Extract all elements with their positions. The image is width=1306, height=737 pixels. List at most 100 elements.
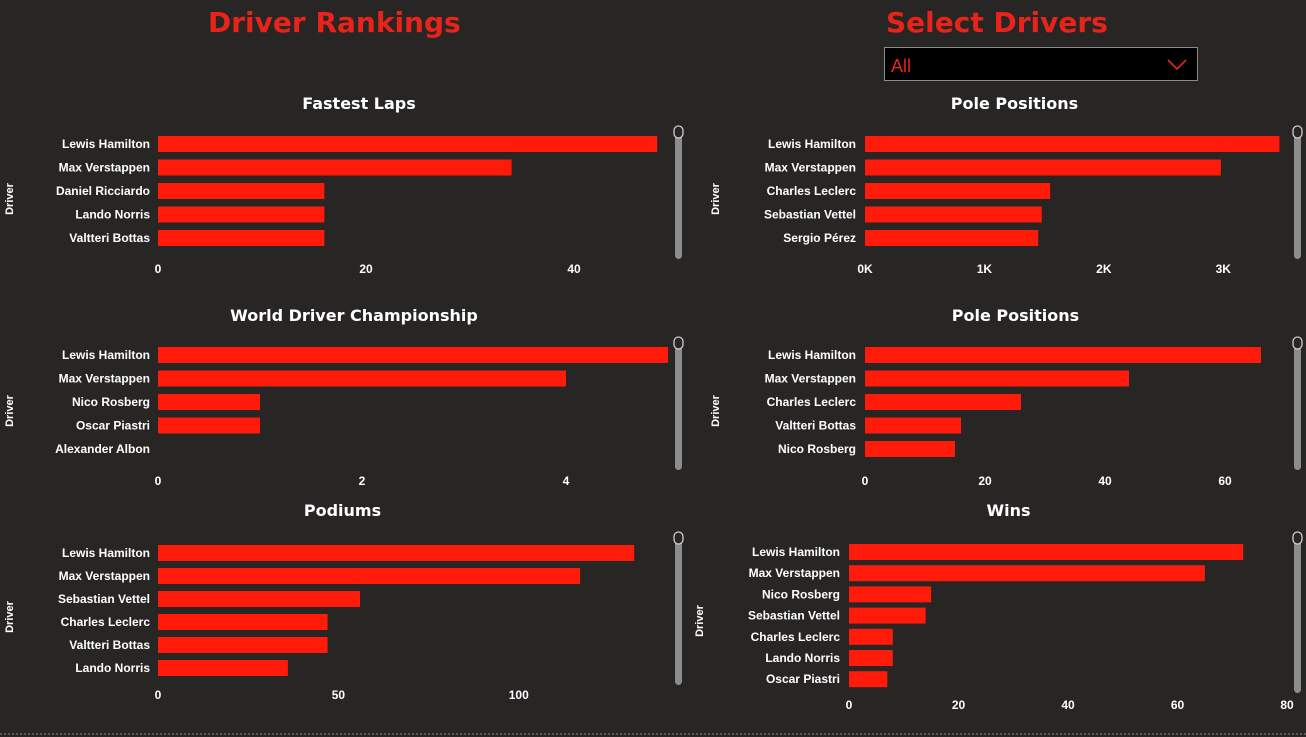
bar[interactable] bbox=[849, 586, 932, 603]
category-label: Charles Leclerc bbox=[767, 395, 857, 409]
bar[interactable] bbox=[158, 370, 566, 387]
bar[interactable] bbox=[158, 591, 361, 607]
scrollbar-handle[interactable] bbox=[1292, 336, 1303, 350]
chart-title: Podiums bbox=[303, 501, 382, 520]
x-tick-label: 0K bbox=[857, 262, 873, 276]
chart-svg: Lewis Hamilton Max Verstappen Charles Lecl… bbox=[764, 125, 1303, 276]
bar[interactable] bbox=[865, 183, 1051, 199]
category-label: Valtteri Bottas bbox=[775, 419, 856, 433]
bar[interactable] bbox=[158, 637, 328, 653]
pole-positions-chart-2: Lewis Hamilton Max Verstappen Charles Lecl… bbox=[710, 306, 1303, 488]
x-tick-label: 2K bbox=[1096, 262, 1112, 276]
category-label: Sebastian Vettel bbox=[764, 208, 856, 222]
bar[interactable] bbox=[158, 660, 288, 676]
bar[interactable] bbox=[158, 394, 260, 410]
x-tick-label: 100 bbox=[509, 688, 529, 702]
bar[interactable] bbox=[865, 394, 1021, 410]
chevron-down-icon[interactable] bbox=[1167, 58, 1187, 76]
bar[interactable] bbox=[849, 671, 888, 688]
bar[interactable] bbox=[158, 614, 328, 630]
chart-svg: Lewis Hamilton Max Verstappen Nico Rosberg… bbox=[55, 336, 684, 488]
category-label: Charles Leclerc bbox=[751, 630, 841, 644]
bar[interactable] bbox=[865, 230, 1039, 246]
scrollbar-handle[interactable] bbox=[1292, 125, 1303, 139]
scrollbar-handle[interactable] bbox=[673, 125, 684, 139]
category-label: Sebastian Vettel bbox=[748, 609, 840, 623]
y-axis-label: Driver bbox=[693, 605, 706, 637]
x-tick-label: 50 bbox=[332, 688, 346, 702]
bar[interactable] bbox=[158, 545, 635, 561]
x-tick-label: 1K bbox=[977, 262, 993, 276]
bar[interactable] bbox=[865, 347, 1261, 363]
scrollbar-thumb[interactable] bbox=[1294, 533, 1301, 693]
chart-svg: Lewis Hamilton Max Verstappen Sebastian Ve… bbox=[58, 531, 684, 702]
x-tick-label: 2 bbox=[359, 474, 366, 488]
bar[interactable] bbox=[158, 206, 325, 223]
bar[interactable] bbox=[865, 159, 1221, 176]
category-label: Lewis Hamilton bbox=[62, 546, 150, 560]
category-label: Lewis Hamilton bbox=[768, 348, 856, 362]
bar[interactable] bbox=[865, 370, 1129, 387]
category-label: Max Verstappen bbox=[59, 372, 150, 386]
scrollbar-thumb[interactable] bbox=[675, 338, 682, 470]
wins-chart: Lewis Hamilton Max Verstappen Nico Rosberg… bbox=[693, 501, 1303, 712]
x-tick-label: 20 bbox=[978, 474, 992, 488]
select-drivers-title: Select Drivers bbox=[886, 6, 1108, 39]
category-label: Valtteri Bottas bbox=[69, 231, 150, 245]
x-tick-label: 3K bbox=[1216, 262, 1232, 276]
bar[interactable] bbox=[865, 441, 955, 457]
chart-title: Pole Positions bbox=[951, 306, 1080, 325]
scrollbar-thumb[interactable] bbox=[1294, 338, 1301, 470]
chart-svg: Lewis Hamilton Max Verstappen Charles Lecl… bbox=[765, 336, 1303, 488]
scrollbar-thumb[interactable] bbox=[675, 533, 682, 685]
bar[interactable] bbox=[849, 565, 1205, 582]
bar[interactable] bbox=[158, 568, 581, 584]
category-label: Charles Leclerc bbox=[61, 615, 151, 629]
bar[interactable] bbox=[849, 650, 893, 666]
bar[interactable] bbox=[849, 628, 893, 645]
category-label: Lewis Hamilton bbox=[62, 137, 150, 151]
page-bottom-border bbox=[0, 733, 1306, 735]
x-tick-label: 20 bbox=[952, 698, 966, 712]
chart-title: World Driver Championship bbox=[230, 306, 478, 325]
bar[interactable] bbox=[865, 206, 1042, 223]
scrollbar-thumb[interactable] bbox=[1294, 127, 1301, 259]
driver-slicer-dropdown[interactable]: All bbox=[884, 47, 1198, 81]
bar[interactable] bbox=[158, 159, 512, 176]
scrollbar-handle[interactable] bbox=[1292, 531, 1303, 545]
scrollbar-thumb[interactable] bbox=[675, 127, 682, 259]
category-label: Max Verstappen bbox=[765, 161, 856, 175]
bar[interactable] bbox=[158, 417, 260, 434]
scrollbar-handle[interactable] bbox=[673, 336, 684, 350]
x-tick-label: 0 bbox=[846, 698, 853, 712]
chart-svg: Lewis Hamilton Max Verstappen Nico Rosberg… bbox=[748, 531, 1303, 712]
bar[interactable] bbox=[158, 230, 325, 246]
x-tick-label: 4 bbox=[563, 474, 570, 488]
bar[interactable] bbox=[849, 544, 1244, 560]
category-label: Daniel Ricciardo bbox=[56, 184, 150, 198]
category-label: Max Verstappen bbox=[765, 372, 856, 386]
category-label: Lando Norris bbox=[765, 651, 840, 665]
bar[interactable] bbox=[849, 607, 926, 624]
bar[interactable] bbox=[158, 347, 668, 363]
world-driver-championship-chart: Lewis Hamilton Max Verstappen Nico Rosberg… bbox=[0, 0, 700, 500]
bar[interactable] bbox=[865, 417, 961, 434]
category-label: Sergio Pérez bbox=[783, 231, 856, 245]
x-tick-label: 20 bbox=[359, 262, 373, 276]
podiums-chart: Lewis Hamilton Max Verstappen Sebastian Ve… bbox=[4, 501, 684, 702]
category-label: Lewis Hamilton bbox=[62, 348, 150, 362]
bar[interactable] bbox=[158, 136, 658, 152]
chart-title: Wins bbox=[986, 501, 1031, 520]
chart-title: Fastest Laps bbox=[302, 94, 416, 113]
category-label: Lewis Hamilton bbox=[768, 137, 856, 151]
bar[interactable] bbox=[865, 136, 1280, 152]
category-label: Max Verstappen bbox=[749, 566, 840, 580]
bar[interactable] bbox=[158, 183, 325, 199]
category-label: Max Verstappen bbox=[59, 161, 150, 175]
x-tick-label: 0 bbox=[155, 688, 162, 702]
x-tick-label: 0 bbox=[862, 474, 869, 488]
category-label: Lando Norris bbox=[75, 661, 150, 675]
scrollbar-handle[interactable] bbox=[673, 531, 684, 545]
chart-title: Pole Positions bbox=[950, 94, 1079, 113]
category-label: Nico Rosberg bbox=[778, 442, 856, 456]
